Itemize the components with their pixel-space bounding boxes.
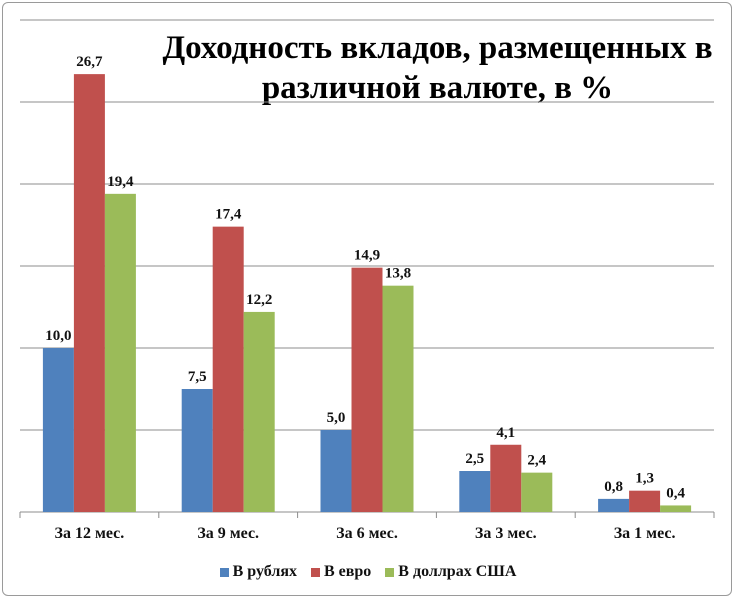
data-label-2-2: 13,8: [385, 266, 411, 282]
legend-swatch-usd: [385, 567, 395, 577]
legend-label-rub: В рублях: [232, 563, 297, 580]
bar-2-0: [320, 430, 352, 512]
legend-item-rub: В рублях: [219, 563, 297, 581]
data-label-3-1: 4,1: [496, 425, 515, 441]
x-tick-label-4: За 1 мес.: [614, 525, 676, 542]
data-label-0-0: 10,0: [45, 328, 71, 344]
x-tick-label-0: За 12 мес.: [55, 525, 125, 542]
bar-0-2: [104, 193, 136, 512]
bar-1-0: [181, 389, 213, 512]
data-label-1-1: 17,4: [215, 207, 242, 223]
bar-4-1: [629, 490, 661, 512]
data-label-1-2: 12,2: [246, 292, 272, 308]
bar-3-2: [521, 472, 553, 512]
legend-label-usd: В доллрах США: [398, 563, 517, 580]
data-label-3-2: 2,4: [527, 453, 546, 469]
data-label-2-1: 14,9: [354, 248, 380, 264]
data-label-2-0: 5,0: [327, 410, 346, 426]
bar-chart: 10,0 26,7 19,4 За 12 мес. 7,5 17,4 12,2 За 9 ме…: [19, 19, 715, 542]
data-label-0-1: 26,7: [76, 54, 103, 70]
data-label-4-0: 0,8: [604, 479, 623, 495]
legend-item-eur: В евро: [310, 563, 372, 581]
legend-item-usd: В доллрах США: [385, 563, 516, 581]
bar-4-0: [598, 498, 630, 512]
data-label-0-2: 19,4: [107, 174, 134, 190]
bar-3-1: [490, 444, 522, 512]
bar-1-1: [212, 226, 244, 512]
bar-3-0: [459, 471, 491, 512]
bar-0-1: [73, 74, 105, 513]
data-label-1-0: 7,5: [188, 369, 207, 385]
bar-2-2: [382, 285, 414, 512]
legend-label-eur: В евро: [323, 563, 372, 580]
bar-1-2: [243, 311, 275, 512]
bar-4-2: [660, 505, 692, 512]
legend: В рублях В евро В доллрах США: [0, 563, 736, 581]
chart-title: Доходность вкладов, размещенных в различ…: [162, 30, 713, 106]
legend-swatch-rub: [219, 567, 229, 577]
x-tick-label-3: За 3 мес.: [475, 525, 537, 542]
data-label-3-0: 2,5: [465, 451, 484, 467]
x-tick-label-1: За 9 мес.: [197, 525, 259, 542]
data-label-4-2: 0,4: [666, 485, 685, 501]
x-tick-label-2: За 6 мес.: [336, 525, 398, 542]
bar-2-1: [351, 267, 383, 512]
bar-0-0: [42, 348, 74, 512]
legend-swatch-eur: [310, 567, 320, 577]
data-label-4-1: 1,3: [635, 471, 654, 487]
